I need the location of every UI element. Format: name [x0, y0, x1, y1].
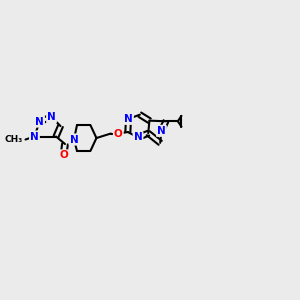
Text: N: N [70, 134, 78, 145]
Text: N: N [30, 131, 39, 142]
Text: O: O [59, 150, 68, 161]
Text: N: N [157, 126, 166, 136]
Text: N: N [35, 117, 44, 127]
Text: N: N [124, 114, 133, 124]
Text: N: N [47, 112, 56, 122]
Text: N: N [134, 132, 142, 142]
Text: O: O [114, 128, 123, 139]
Text: CH₃: CH₃ [4, 135, 22, 144]
